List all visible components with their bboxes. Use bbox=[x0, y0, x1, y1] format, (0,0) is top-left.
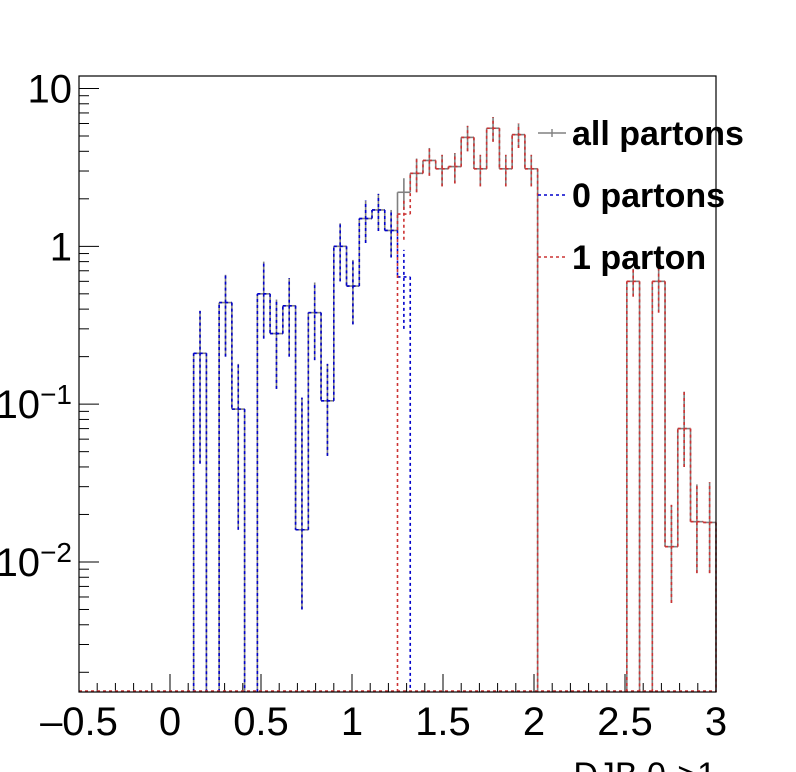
plot-frame bbox=[78, 75, 717, 693]
legend-label: 0 partons bbox=[572, 177, 725, 215]
x-tick-label: 1.5 bbox=[415, 700, 471, 744]
y-tick-label: 10 bbox=[28, 67, 73, 111]
plot-border bbox=[78, 75, 717, 693]
histogram-series bbox=[79, 116, 717, 692]
x-tick-label: 1 bbox=[341, 700, 363, 744]
legend-entry: 1 parton bbox=[538, 239, 706, 277]
y-tick-label: 10−2 bbox=[0, 537, 72, 585]
x-tick-label: 0.5 bbox=[233, 700, 289, 744]
x-tick-label: 3 bbox=[705, 700, 727, 744]
y-tick-label: 1 bbox=[50, 225, 72, 269]
x-tick-label: –0.5 bbox=[40, 700, 118, 744]
x-tick-label: 2.5 bbox=[597, 700, 653, 744]
legend: all partons 0 partons 1 parton bbox=[538, 115, 744, 277]
legend-entry: 0 partons bbox=[538, 177, 725, 215]
x-axis-title: DJB 0->1 bbox=[573, 756, 716, 772]
legend-label: 1 parton bbox=[572, 239, 706, 277]
y-tick-label: 10−1 bbox=[0, 379, 72, 427]
series-0-partons bbox=[192, 193, 412, 692]
x-tick-labels: –0.5 0 0.5 1 1.5 2 2.5 3 bbox=[40, 700, 727, 744]
series-1-parton bbox=[396, 116, 717, 692]
x-tick-label: 2 bbox=[523, 700, 545, 744]
x-tick-label: 0 bbox=[159, 700, 181, 744]
y-tick-labels: 10 1 10−1 10−2 bbox=[0, 67, 72, 584]
legend-label: all partons bbox=[572, 115, 744, 153]
legend-entry: all partons bbox=[538, 115, 744, 153]
